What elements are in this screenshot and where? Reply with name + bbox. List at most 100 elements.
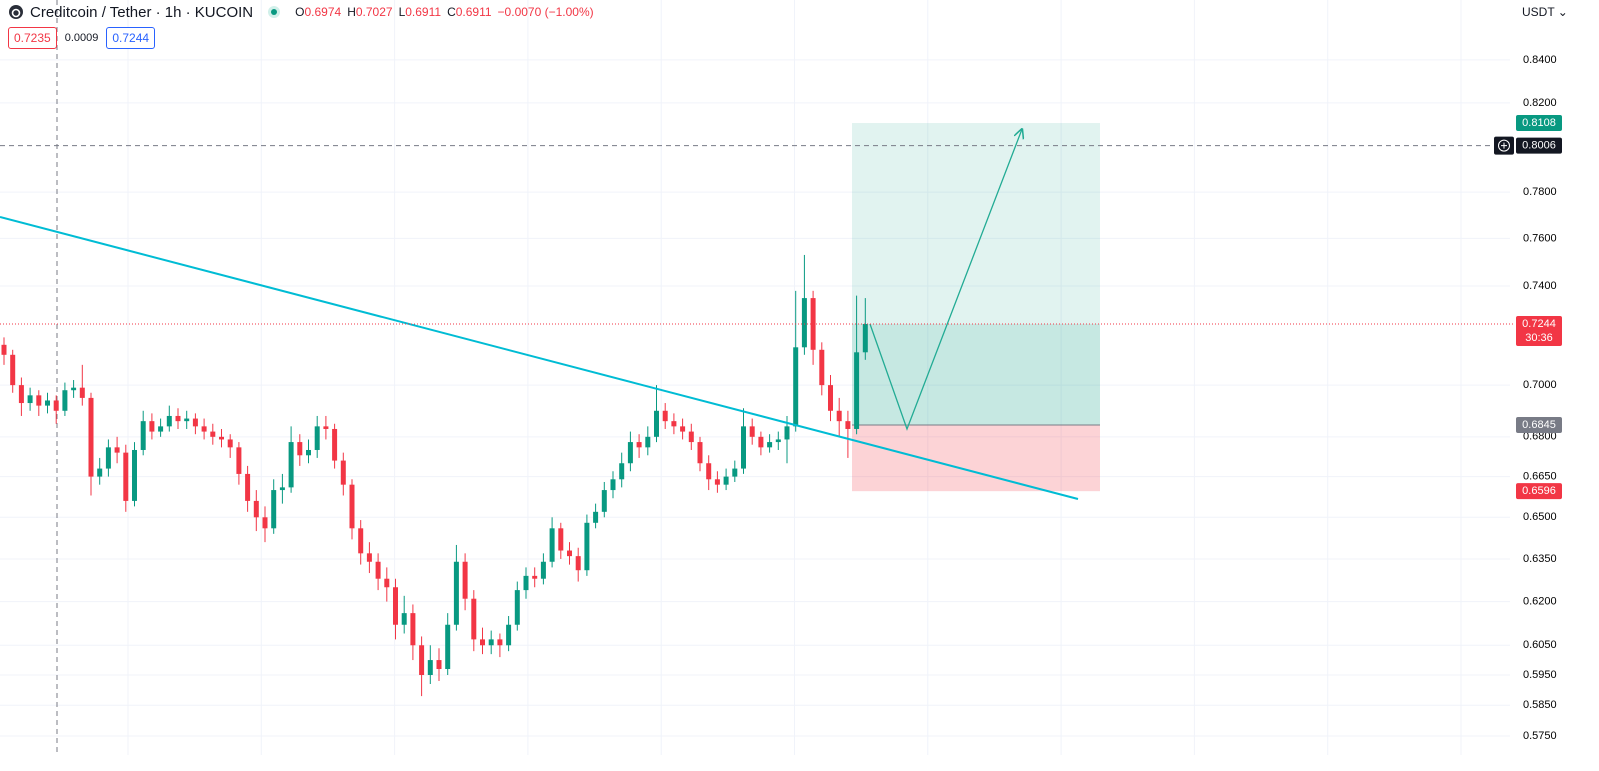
candle-body — [366, 553, 372, 562]
candle-body — [775, 439, 781, 443]
candle-body — [462, 561, 468, 599]
target-zone — [852, 123, 1100, 426]
candle-body — [845, 421, 851, 429]
candle-body — [192, 418, 198, 427]
stop-zone — [852, 425, 1100, 492]
candle-body — [767, 442, 773, 448]
candle-body — [532, 575, 538, 579]
candle-body — [714, 479, 720, 485]
candle-body — [253, 500, 259, 518]
candle-body — [793, 347, 799, 427]
candle-body — [471, 598, 477, 640]
candle-body — [436, 660, 442, 670]
candle-body — [306, 449, 311, 456]
candle-body — [706, 463, 712, 480]
candle-body — [836, 410, 842, 422]
candle-body — [749, 426, 755, 437]
candle-body — [262, 517, 268, 529]
candle-body — [10, 354, 16, 386]
buy-button[interactable]: 0.7244 — [106, 27, 156, 49]
candle-body — [497, 639, 503, 646]
y-tick-label: 0.6800 — [1523, 431, 1557, 443]
y-tick-label: 0.6050 — [1523, 639, 1557, 651]
ohlc-values: O0.6974 H0.7027 L0.6911 C0.6911 −0.0070 (−1.… — [295, 5, 593, 19]
candle-body — [27, 395, 33, 404]
candle-body — [488, 639, 494, 646]
candle-body — [297, 442, 303, 456]
candle-body — [62, 390, 68, 411]
candle-body — [419, 645, 425, 675]
price-marker-label: 0.6596 — [1522, 485, 1556, 497]
candle-body — [540, 561, 546, 579]
y-tick-label: 0.8400 — [1523, 54, 1557, 66]
candle-body — [506, 624, 512, 646]
candle-body — [828, 385, 833, 411]
price-marker-label: 0.8006 — [1522, 140, 1556, 152]
legend-header: Creditcoin / Tether · 1h · KUCOIN O0.697… — [8, 2, 594, 22]
candle-body — [558, 528, 564, 551]
logo — [9, 5, 23, 19]
ohlc-value: 0.6974 — [304, 5, 342, 19]
candle-body — [236, 447, 242, 474]
candle-body — [688, 431, 694, 443]
candle-body — [158, 426, 164, 432]
candle-body — [340, 460, 346, 485]
candle-body — [45, 400, 50, 406]
candle-body — [680, 426, 686, 432]
ohlc-label: L — [398, 5, 406, 19]
candle-body — [97, 468, 103, 477]
y-tick-label: 0.7000 — [1523, 379, 1557, 391]
candle-body — [445, 624, 451, 670]
candle-body — [758, 436, 764, 448]
price-marker — [1516, 417, 1562, 434]
y-tick-label: 0.6350 — [1523, 553, 1557, 565]
candle-body — [201, 426, 207, 432]
y-tick-label: 0.7600 — [1523, 232, 1557, 244]
candle-body — [567, 550, 572, 557]
candle-body — [645, 436, 651, 448]
y-tick-label: 0.5850 — [1523, 699, 1557, 711]
candle-body — [393, 587, 398, 625]
candle-body — [619, 463, 625, 480]
symbol-title[interactable]: Creditcoin / Tether · 1h · KUCOIN — [30, 3, 254, 21]
candle-body — [401, 613, 407, 625]
price-marker-label: 0.6845 — [1522, 419, 1556, 431]
candle-body — [723, 476, 729, 485]
candle-body — [732, 468, 738, 477]
candle-body — [271, 490, 277, 529]
candle-body — [323, 426, 329, 429]
candle-body — [105, 447, 111, 469]
price-marker-label: 0.8108 — [1522, 117, 1556, 129]
price-marker — [1516, 316, 1562, 347]
ohlc-value: 0.7027 — [355, 5, 393, 19]
candle-body — [71, 387, 77, 391]
candle-body — [349, 484, 355, 529]
candle-body — [627, 442, 633, 464]
candle-body — [114, 447, 120, 453]
candle-body — [132, 449, 137, 501]
candle-body — [480, 639, 485, 646]
candle-body — [358, 528, 364, 554]
candle-body — [175, 415, 181, 422]
candle-body — [53, 400, 59, 411]
currency-button[interactable]: USDT ⌄ — [1522, 5, 1568, 19]
candle-body — [140, 421, 146, 450]
candle-body — [575, 556, 581, 571]
candle-body — [610, 479, 616, 491]
candle-body — [314, 426, 320, 450]
candle-body — [584, 522, 590, 571]
ohlc-item: L0.6911 — [399, 5, 442, 19]
candle-body — [149, 421, 155, 432]
y-tick-label: 0.6200 — [1523, 595, 1557, 607]
countdown: 30:36 — [1525, 332, 1553, 344]
candle-body — [245, 473, 251, 501]
candle-body — [36, 395, 42, 406]
candle-body — [88, 397, 94, 477]
candle-body — [514, 590, 520, 625]
sell-button[interactable]: 0.7235 — [8, 27, 57, 49]
candle-body — [227, 439, 233, 448]
trend-line — [0, 216, 1079, 500]
candle-body — [662, 410, 668, 422]
